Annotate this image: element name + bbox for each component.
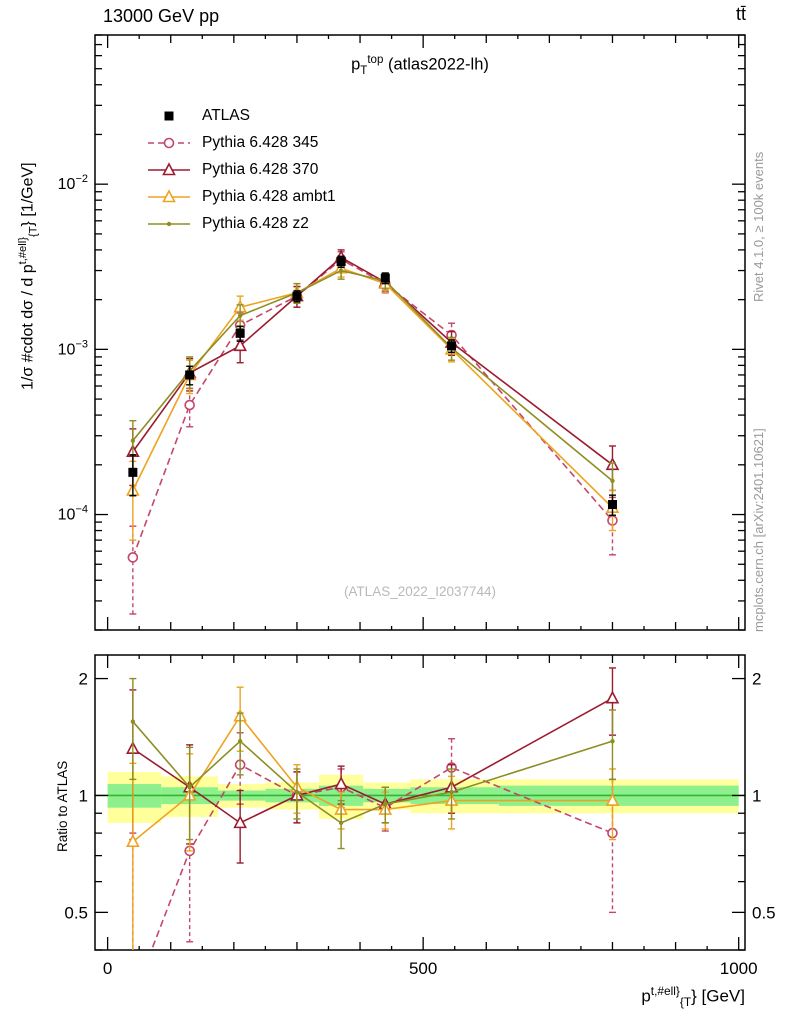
ratio-plot-frame [94,654,746,951]
plot-title-rest: (atlas2022-lh) [383,55,489,74]
main-plot-frame [94,34,746,631]
legend-triangle-marker-icon [148,188,190,202]
series-pythia-6-428-370 [126,667,620,864]
series-pythia-6-428-ambt1 [126,259,620,541]
main-y-label-rest: } [1/GeV] [19,162,37,227]
legend-label: Pythia 6.428 345 [202,133,319,151]
rivet-version-note: Rivet 4.1.0, ≥ 100k events [751,151,766,302]
plot-title-sub: T [360,64,368,77]
legend-label: ATLAS [202,106,250,124]
series-pythia-6-428-345 [127,251,618,615]
legend-item-pythia-6-428-z2: Pythia 6.428 z2 [146,210,336,237]
legend-item-pythia-6-428-ambt1: Pythia 6.428 ambt1 [146,183,336,210]
mcplots-arxiv-note: mcplots.cern.ch [arXiv:2401.10621] [751,428,766,632]
main-y-tick-label: 10−3 [58,338,88,358]
x-tick-label: 0 [103,959,112,978]
ratio-y-axis-label: Ratio to ATLAS [55,760,70,852]
beam-energy-label: 13000 GeV pp [103,6,220,26]
x-label-rest: } [GeV] [691,986,745,1006]
main-y-axis-label: 1/σ #cdot dσ / d pt,#ell}{T} [1/GeV] [17,162,40,390]
ratio-y-tick-label-left: 1 [79,786,88,805]
plot-title: pTtop (atlas2022-lh) [95,54,745,77]
main-y-label-base: 1/σ #cdot dσ / d p [19,264,37,390]
main-y-label-sub: {T [27,226,40,238]
ratio-y-tick-label-right: 0.5 [752,903,776,922]
legend-square-marker-icon [164,111,174,120]
ratio-y-tick-label-left: 0.5 [64,903,88,922]
x-label-sub: {T [679,995,692,1010]
series-pythia-6-428-370 [126,249,620,492]
main-series-layer [126,249,620,615]
legend-circle-marker-icon [148,137,190,148]
ratio-y-tick-label-right: 1 [752,786,761,805]
legend-label: Pythia 6.428 ambt1 [202,187,336,205]
main-y-tick-label: 10−2 [58,173,88,193]
legend-item-pythia-6-428-345: Pythia 6.428 345 [146,129,336,156]
plot-title-base: p [351,55,361,74]
x-label-sup: t,#ell} [650,984,680,998]
process-label: tt̄ [735,4,746,24]
main-y-label-sup: t,#ell} [17,237,29,265]
x-axis-label: pt,#ell}{T} [GeV] [641,984,745,1009]
series-pythia-6-428-ambt1 [126,686,620,950]
legend-dot-marker-icon [148,221,190,226]
x-tick-label: 1000 [720,959,758,978]
main-y-tick-label: 10−4 [58,504,88,524]
legend-label: Pythia 6.428 370 [202,160,319,178]
legend: ATLAS Pythia 6.428 345 Pythia 6.428 370 Pyt… [146,102,336,237]
plot-title-sup: top [367,54,384,66]
x-label-base: p [641,986,651,1006]
legend-item-atlas: ATLAS [146,102,336,129]
ratio-y-tick-label-left: 2 [79,670,88,689]
ratio-series-layer [126,667,620,950]
legend-item-pythia-6-428-370: Pythia 6.428 370 [146,156,336,183]
series-atlas [128,255,617,516]
x-tick-label: 500 [409,959,437,978]
legend-label: Pythia 6.428 z2 [202,214,309,232]
ratio-y-tick-label-right: 2 [752,670,761,689]
analysis-watermark: (ATLAS_2022_I2037744) [343,584,497,599]
legend-triangle-marker-icon [148,161,190,175]
series-pythia-6-428-z2 [129,677,616,850]
